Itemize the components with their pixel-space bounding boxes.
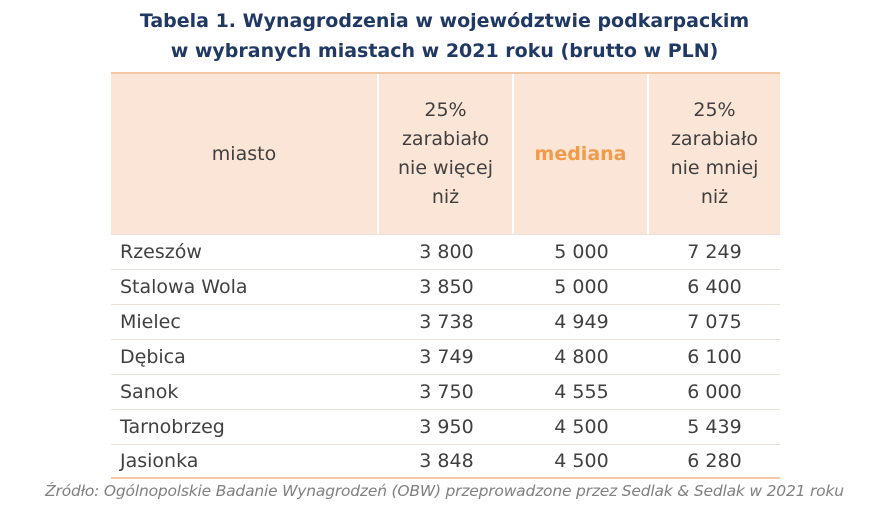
table-row: Sanok 3 750 4 555 6 000 xyxy=(111,374,780,409)
lower-quartile-cell: 3 750 xyxy=(419,381,474,403)
header-lower-quartile: 25% zarabiało nie więcej niż xyxy=(379,74,514,234)
header-median: mediana xyxy=(514,74,649,234)
salary-table: miasto 25% zarabiało nie więcej niż medi… xyxy=(111,72,780,479)
upper-quartile-cell: 5 439 xyxy=(687,416,742,438)
title-line-2: w wybranych miastach w 2021 roku (brutto… xyxy=(170,40,719,62)
header-lower-quartile-line: zarabiało xyxy=(401,128,490,150)
table-header: miasto 25% zarabiało nie więcej niż medi… xyxy=(111,72,780,234)
header-lower-quartile-label: 25% zarabiało nie więcej niż xyxy=(398,96,493,212)
header-upper-quartile-line: zarabiało xyxy=(670,128,759,150)
upper-quartile-cell: 6 100 xyxy=(687,346,742,368)
header-upper-quartile-line: nie mniej xyxy=(670,157,759,179)
header-lower-quartile-line: 25% xyxy=(424,99,467,121)
upper-quartile-cell: 6 280 xyxy=(687,450,742,472)
table-row: Dębica 3 749 4 800 6 100 xyxy=(111,339,780,374)
city-cell: Stalowa Wola xyxy=(120,276,248,298)
table-row: Mielec 3 738 4 949 7 075 xyxy=(111,304,780,339)
median-cell: 5 000 xyxy=(554,276,609,298)
median-cell: 4 500 xyxy=(554,416,609,438)
lower-quartile-cell: 3 950 xyxy=(419,416,474,438)
header-city: miasto xyxy=(111,74,379,234)
median-cell: 4 555 xyxy=(554,381,609,403)
table-row: Stalowa Wola 3 850 5 000 6 400 xyxy=(111,269,780,304)
city-cell: Dębica xyxy=(120,346,186,368)
table-row: Rzeszów 3 800 5 000 7 249 xyxy=(111,234,780,269)
lower-quartile-cell: 3 800 xyxy=(419,241,474,263)
header-median-label: mediana xyxy=(534,142,627,165)
source-note: Źródło: Ogólnopolskie Badanie Wynagrodze… xyxy=(45,482,844,500)
city-cell: Mielec xyxy=(120,311,181,333)
table-title: Tabela 1. Wynagrodzenia w województwie p… xyxy=(0,6,889,66)
table-row: Tarnobrzeg 3 950 4 500 5 439 xyxy=(111,409,780,444)
header-upper-quartile-line: niż xyxy=(700,186,729,208)
header-city-label: miasto xyxy=(211,142,277,165)
city-cell: Tarnobrzeg xyxy=(120,416,225,438)
city-cell: Jasionka xyxy=(120,450,199,472)
median-cell: 4 500 xyxy=(554,450,609,472)
median-cell: 4 949 xyxy=(554,311,609,333)
median-cell: 5 000 xyxy=(554,241,609,263)
header-upper-quartile-label: 25% zarabiało nie mniej niż xyxy=(671,96,759,212)
city-cell: Sanok xyxy=(120,381,179,403)
upper-quartile-cell: 7 249 xyxy=(687,241,742,263)
lower-quartile-cell: 3 749 xyxy=(419,346,474,368)
upper-quartile-cell: 7 075 xyxy=(687,311,742,333)
upper-quartile-cell: 6 000 xyxy=(687,381,742,403)
lower-quartile-cell: 3 738 xyxy=(419,311,474,333)
header-lower-quartile-line: nie więcej xyxy=(398,157,493,179)
median-cell: 4 800 xyxy=(554,346,609,368)
upper-quartile-cell: 6 400 xyxy=(687,276,742,298)
city-cell: Rzeszów xyxy=(120,241,202,263)
title-line-1: Tabela 1. Wynagrodzenia w województwie p… xyxy=(139,10,750,32)
lower-quartile-cell: 3 848 xyxy=(419,450,474,472)
header-upper-quartile: 25% zarabiało nie mniej niż xyxy=(649,74,780,234)
header-upper-quartile-line: 25% xyxy=(693,99,736,121)
header-lower-quartile-line: niż xyxy=(431,186,460,208)
table-row: Jasionka 3 848 4 500 6 280 xyxy=(111,444,780,479)
lower-quartile-cell: 3 850 xyxy=(419,276,474,298)
